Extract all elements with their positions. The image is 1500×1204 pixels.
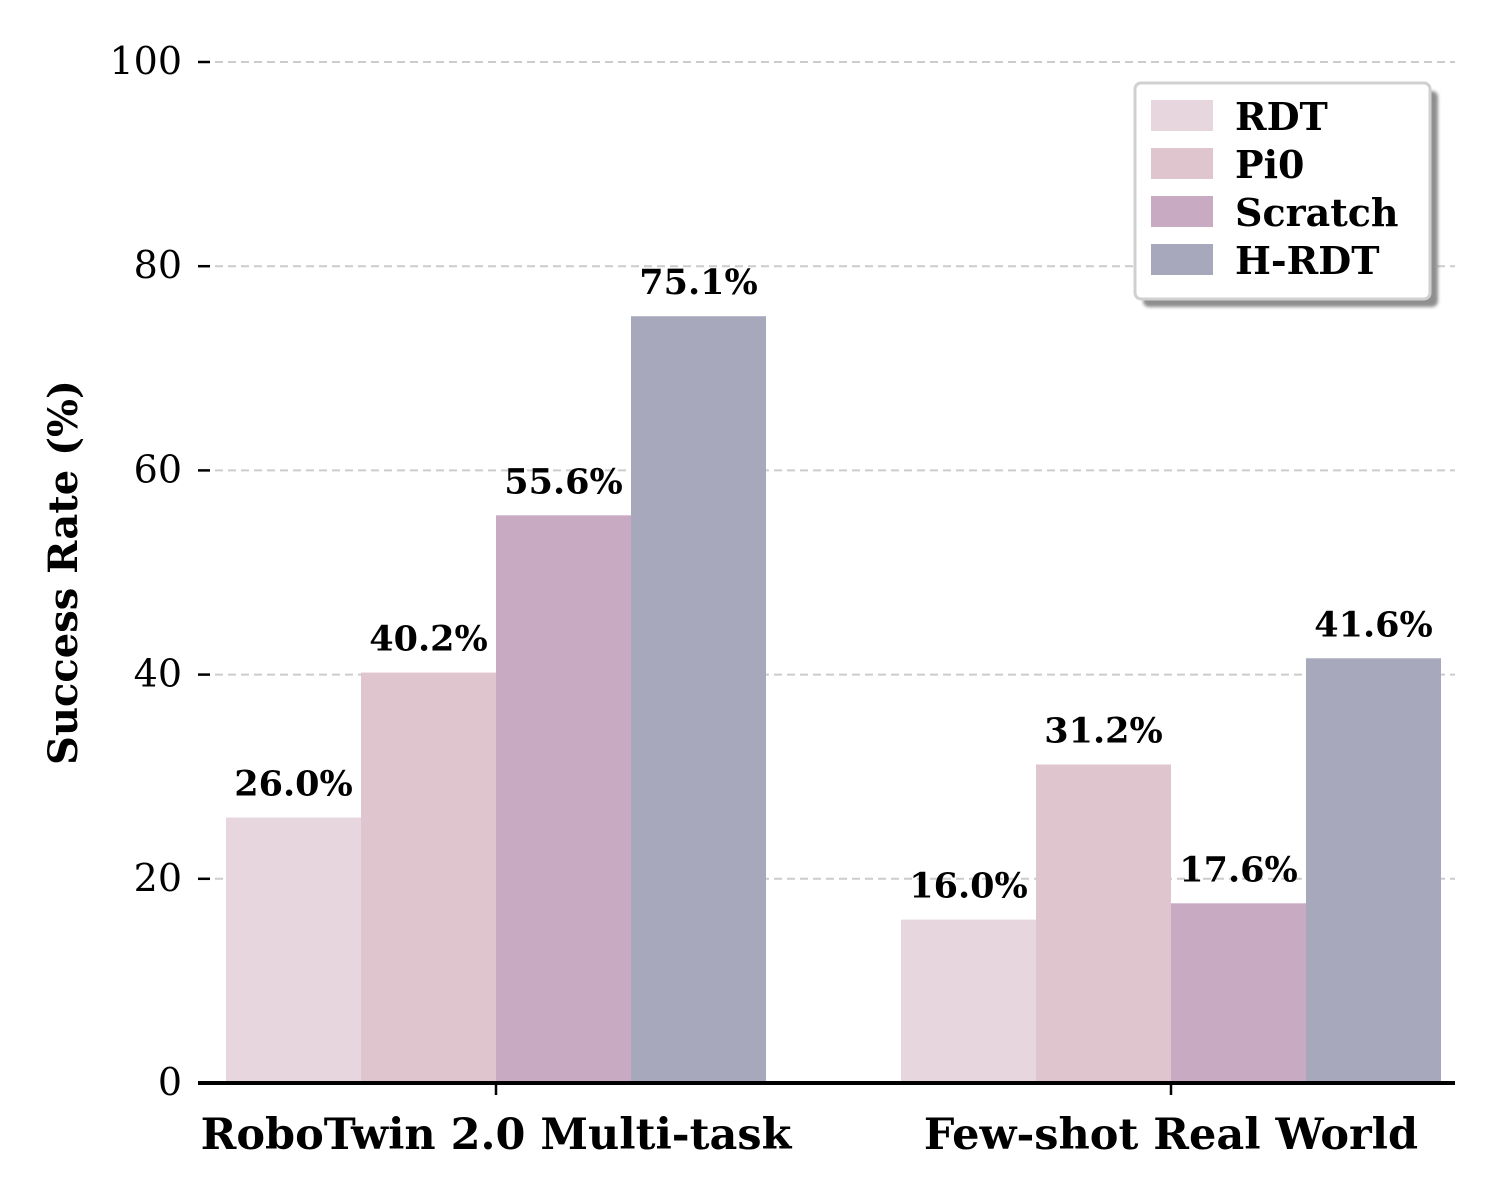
x-tick-label: Few-shot Real World (924, 1110, 1418, 1160)
axes: 0 20 40 60 80 100 RoboTwin 2.0 Multi-task Few-s… (40, 39, 1455, 1160)
y-tick-label: 80 (134, 243, 182, 287)
y-tick-label: 20 (134, 856, 182, 900)
bar-scratch (496, 515, 631, 1083)
bars (226, 316, 1441, 1083)
legend-label: Scratch (1235, 190, 1399, 235)
legend-swatch (1151, 100, 1213, 131)
data-label: 75.1% (639, 262, 758, 303)
data-label: 55.6% (504, 461, 623, 502)
bar-rdt (901, 919, 1036, 1083)
bar-pi0 (361, 672, 496, 1083)
legend-swatch (1151, 148, 1213, 179)
data-label: 40.2% (369, 619, 488, 660)
legend-swatch (1151, 196, 1213, 227)
y-axis-label: Success Rate (%) (40, 380, 87, 765)
bar-pi0 (1036, 764, 1171, 1083)
data-label: 31.2% (1044, 710, 1163, 751)
bar-rdt (226, 817, 361, 1083)
data-label: 17.6% (1179, 849, 1298, 890)
y-tick-label: 0 (158, 1060, 182, 1104)
legend-label: H-RDT (1235, 238, 1380, 283)
y-tick-label: 40 (134, 652, 182, 696)
legend-swatch (1151, 244, 1213, 275)
bar-scratch (1171, 903, 1306, 1083)
data-label: 26.0% (234, 764, 353, 805)
legend-label: RDT (1235, 94, 1328, 139)
data-label: 41.6% (1314, 604, 1433, 645)
legend-label: Pi0 (1235, 142, 1304, 187)
x-tick-label: RoboTwin 2.0 Multi-task (201, 1110, 793, 1160)
bar-h-rdt (631, 316, 766, 1083)
y-tick-label: 100 (109, 39, 182, 83)
y-tick-label: 60 (134, 447, 182, 491)
data-label: 16.0% (909, 866, 1028, 907)
bar-h-rdt (1306, 658, 1441, 1083)
data-labels: 26.0% 16.0% 40.2% 31.2% 55.6% 17.6% 75.1% 41.6% (234, 262, 1433, 906)
